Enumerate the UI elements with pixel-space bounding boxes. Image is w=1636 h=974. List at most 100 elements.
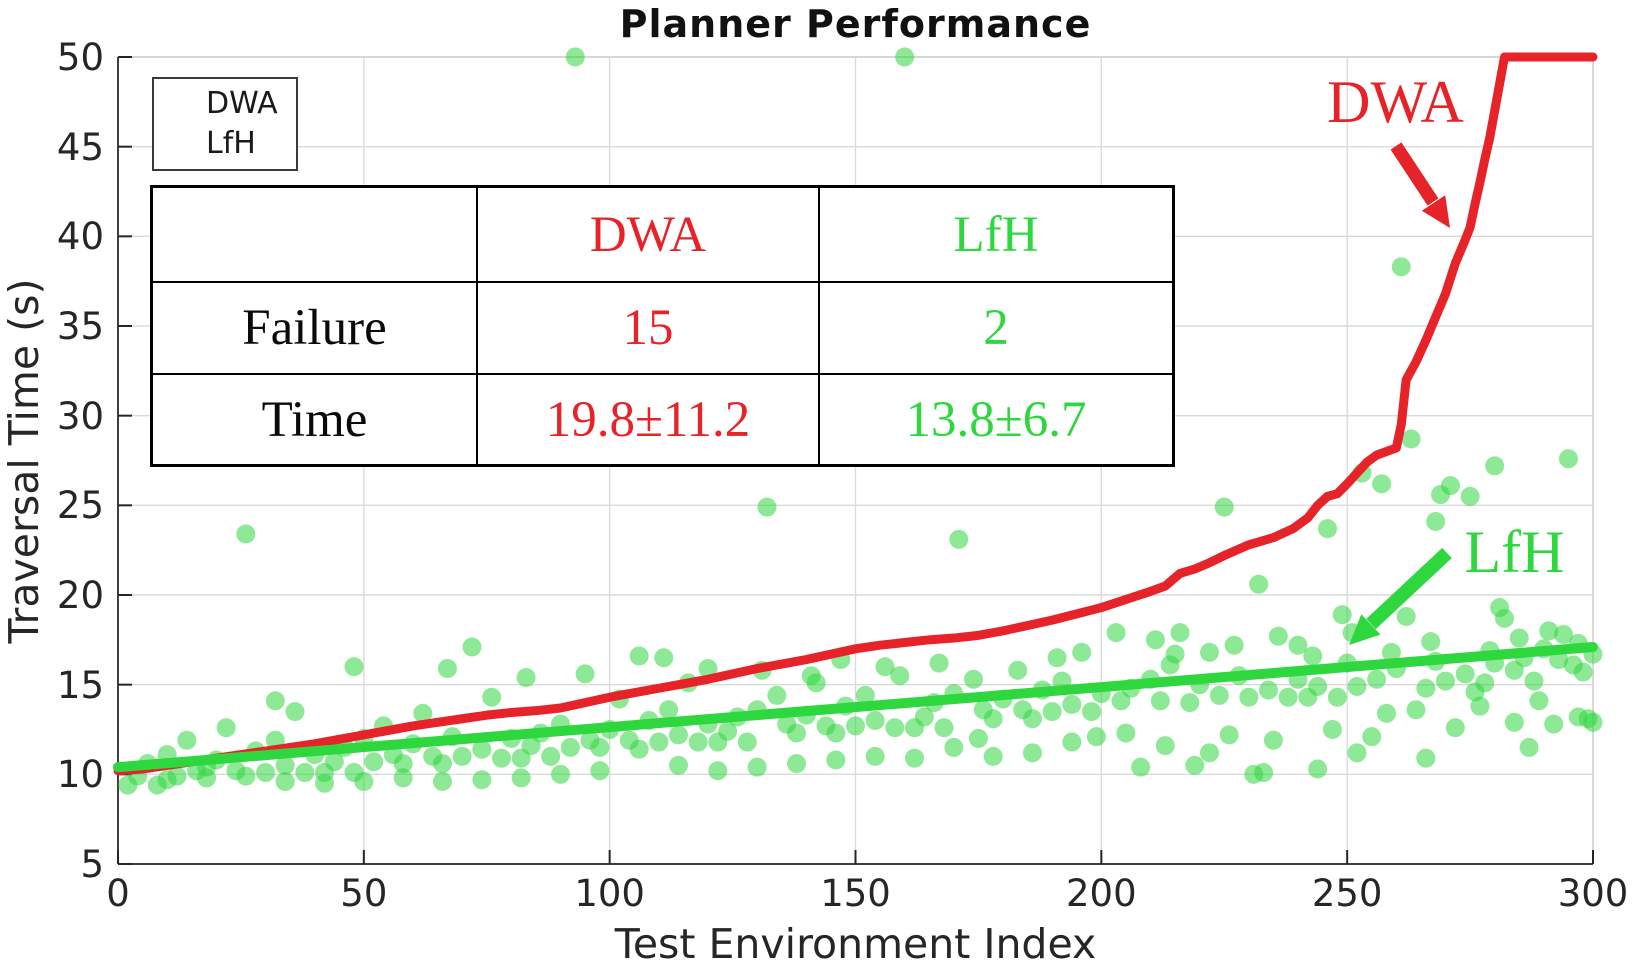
scatter-dot-lfh-scatter [1401,429,1421,449]
scatter-dot-lfh-scatter [885,718,905,738]
scatter-dot-lfh-scatter [1460,486,1480,506]
scatter-dot-lfh-scatter [560,737,580,757]
y-tick-label: 5 [80,843,104,886]
scatter-dot-lfh-scatter [1583,712,1603,732]
scatter-dot-lfh-scatter [275,755,295,775]
scatter-dot-lfh-scatter [1318,519,1337,539]
scatter-dot-lfh-scatter [1303,646,1323,666]
scatter-dot-lfh-scatter [968,728,988,748]
scatter-dot-lfh-scatter [1150,691,1170,711]
scatter-dot-lfh-scatter [983,746,1003,766]
scatter-dot-lfh-scatter [324,752,344,772]
scatter-dot-lfh-scatter [565,47,585,67]
y-axis-label: Traversal Time (s) [0,278,48,644]
x-tick-label: 0 [106,872,130,915]
scatter-dot-lfh-scatter [718,721,738,741]
scatter-dot-lfh-scatter [492,748,511,768]
scatter-dot-lfh-scatter [934,718,954,738]
scatter-dot-lfh-scatter [256,763,275,783]
scatter-dot-lfh-scatter [1406,700,1426,720]
scatter-dot-lfh-scatter [1426,511,1446,531]
scatter-dot-lfh-scatter [1106,623,1126,643]
scatter-dot-lfh-scatter [629,739,649,759]
scatter-dot-lfh-scatter [669,725,688,745]
scatter-dot-lfh-scatter [1381,642,1401,662]
scatter-dot-lfh-scatter [1470,696,1490,716]
scatter-dot-lfh-scatter [846,716,865,736]
scatter-dot-lfh-scatter [1347,743,1367,763]
x-tick-label: 200 [1066,872,1137,915]
scatter-dot-lfh-scatter [1249,574,1269,594]
scatter-dot-lfh-scatter [1131,757,1151,777]
scatter-dot-lfh-scatter [575,664,595,684]
scatter-dot-lfh-scatter [929,653,949,673]
scatter-dot-lfh-scatter [1475,673,1495,693]
x-tick-label: 300 [1557,872,1629,915]
scatter-dot-lfh-scatter [654,648,674,668]
scatter-dot-lfh-scatter [437,659,457,679]
scatter-dot-lfh-scatter [1023,743,1042,763]
scatter-dot-lfh-scatter [747,757,767,777]
scatter-dot-lfh-scatter [757,497,777,517]
scatter-dot-lfh-scatter [1436,671,1455,691]
legend-item-lfh: LfH [161,129,296,159]
scatter-dot-lfh-scatter [698,659,718,679]
y-tick-label: 40 [56,215,104,259]
scatter-dot-lfh-scatter [177,730,197,750]
scatter-dot-lfh-scatter [541,746,561,766]
scatter-dot-lfh-scatter [1224,635,1244,655]
scatter-dot-lfh-scatter [895,47,915,67]
scatter-dot-lfh-scatter [1529,691,1549,711]
scatter-dot-lfh-scatter [167,766,187,786]
scatter-dot-lfh-scatter [482,687,502,707]
scatter-dot-lfh-scatter [649,732,669,752]
y-tick-label: 35 [56,305,104,348]
scatter-dot-lfh-scatter [865,746,885,766]
data-series [113,47,1603,795]
scatter-dot-lfh-scatter [1396,607,1416,627]
scatter-dot-lfh-scatter [1455,664,1475,684]
legend-label-lfh: LfH [206,126,256,161]
scatter-dot-lfh-scatter [1440,476,1460,496]
scatter-dot-lfh-scatter [1268,626,1288,646]
dwa-curve-annotation: DWA [1327,69,1464,135]
scatter-dot-lfh-scatter [1219,725,1239,745]
line-dwa [113,52,1598,776]
scatter-dot-lfh-scatter [806,673,826,693]
scatter-dot-lfh-scatter [1308,759,1328,779]
scatter-dot-lfh-scatter [393,768,413,788]
y-tick-label: 25 [56,484,104,528]
y-tick-label: 50 [56,36,104,79]
table-header-lfh: LfH [820,188,1172,283]
scatter-dot-lfh-scatter [1519,737,1539,757]
scatter-dot-lfh-scatter [1209,685,1229,705]
scatter-dot-lfh-scatter [1254,763,1274,783]
scatter-dot-lfh-scatter [1086,727,1106,747]
scatter-dot-lfh-scatter [659,700,679,720]
scatter-dot-lfh-scatter [983,709,1003,729]
scatter-dot-lfh-scatter [516,667,536,687]
scatter-dot-lfh-scatter [826,750,846,770]
table-header-dwa: DWA [478,188,820,283]
lfh-line-annotation: LfH [1464,519,1565,585]
scatter-dot-lfh-scatter [1042,702,1062,722]
scatter-dot-lfh-scatter [1485,456,1505,476]
y-tick-label: 45 [56,125,104,169]
scatter-dot-lfh-scatter [1082,702,1101,722]
dwa-arrow-head-icon [1421,195,1450,228]
scatter-dot-lfh-scatter [472,739,492,759]
scatter-dot-lfh-scatter [1509,628,1529,648]
scatter-dot-lfh-scatter [1416,748,1436,768]
scatter-dot-lfh-scatter [1391,257,1411,277]
scatter-dot-lfh-scatter [1072,642,1092,662]
table-row-label-failure: Failure [153,283,478,375]
scatter-dot-lfh-scatter [1416,678,1436,698]
legend-box: DWA LfH [152,77,298,171]
scatter-dot-lfh-scatter [216,718,236,738]
scatter-dot-lfh-scatter [1327,687,1347,707]
scatter-dot-lfh-scatter [1367,669,1387,689]
scatter-dot-lfh-scatter [1421,632,1441,652]
scatter-dot-lfh-scatter [905,748,924,768]
x-tick-label: 250 [1311,872,1383,915]
table-value-failure-lfh: 2 [820,283,1172,375]
